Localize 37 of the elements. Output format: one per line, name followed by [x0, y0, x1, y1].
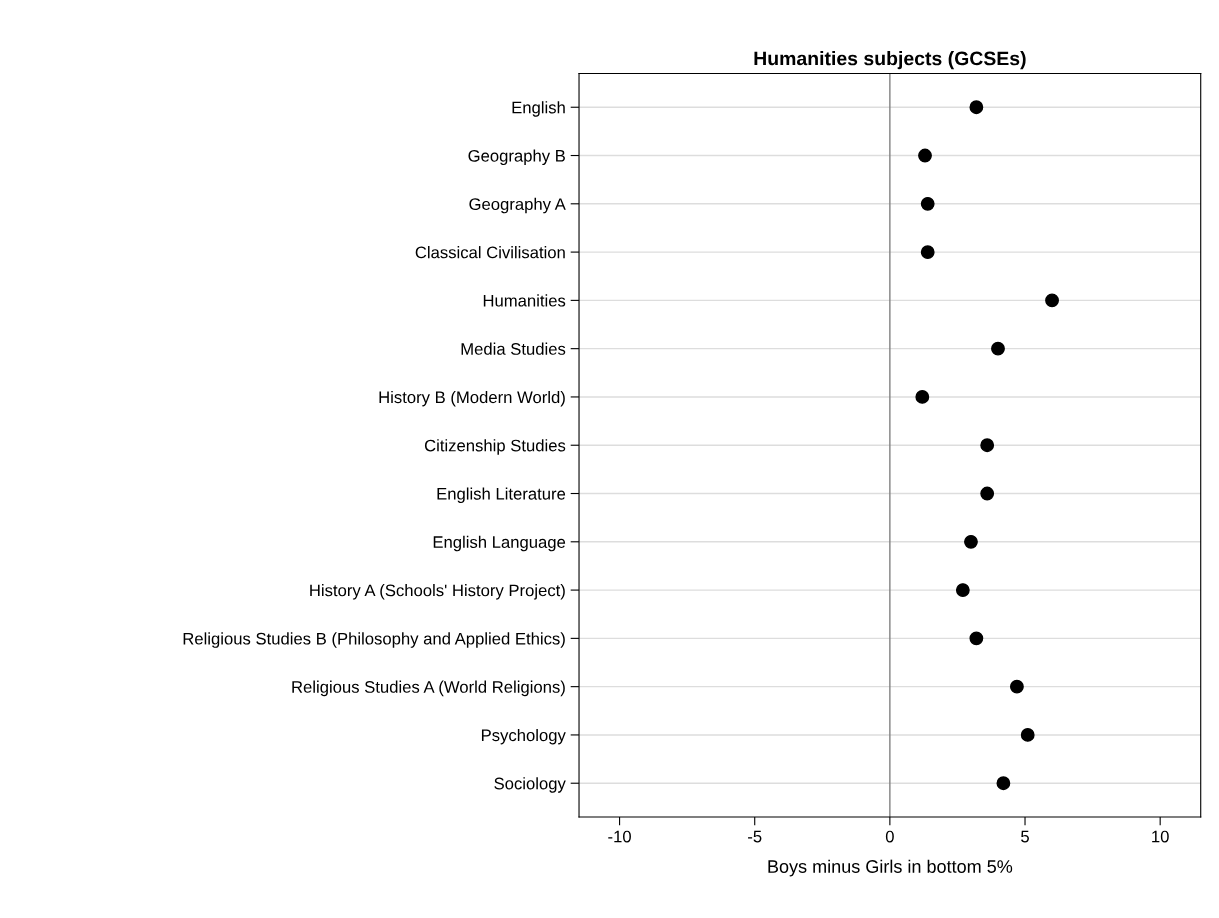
- point: [1045, 293, 1059, 308]
- y-tick-label: History B (Modern World): [379, 390, 565, 407]
- point: [964, 534, 978, 549]
- x-axis-title: Boys minus Girls in bottom 5%: [768, 859, 1013, 877]
- y-tick-label: English Language: [433, 535, 566, 552]
- point: [918, 148, 932, 163]
- point: [920, 196, 935, 211]
- y-tick-label: Geography B: [468, 149, 565, 166]
- x-tick-label: 10: [1152, 830, 1169, 843]
- y-tick-label: Religious Studies B (Philosophy and Applied Ethics): [183, 632, 565, 648]
- point: [991, 341, 1005, 356]
- point: [1020, 728, 1035, 742]
- y-tick-label: Media Studies: [461, 342, 566, 355]
- point: [955, 583, 970, 597]
- x-tick-label: -5: [748, 830, 762, 843]
- y-tick-label: Geography A: [469, 197, 566, 214]
- y-tick-label: Religious Studies A (World Religions): [292, 680, 565, 697]
- point: [969, 100, 984, 115]
- x-tick-label: -10: [608, 830, 631, 843]
- y-tick-label: English Literature: [437, 487, 566, 504]
- y-tick-label: Humanities: [483, 294, 566, 307]
- point: [1010, 679, 1024, 694]
- point: [920, 245, 935, 259]
- point: [915, 390, 930, 404]
- point: [980, 486, 995, 501]
- y-tick-label: English: [512, 101, 565, 117]
- point: [980, 438, 995, 453]
- chart-title: Humanities subjects (GCSEs): [754, 51, 1026, 70]
- y-tick-label: History A (Schools' History Project): [310, 584, 565, 600]
- y-tick-label: Sociology: [494, 777, 566, 793]
- x-tick-label: 0: [885, 830, 894, 843]
- x-tick-label: 5: [1021, 830, 1029, 843]
- y-tick-label: Citizenship Studies: [424, 439, 566, 455]
- point: [969, 631, 984, 646]
- point: [996, 776, 1011, 791]
- y-tick-label: Classical Civilisation: [415, 246, 565, 259]
- y-tick-label: Psychology: [481, 728, 566, 745]
